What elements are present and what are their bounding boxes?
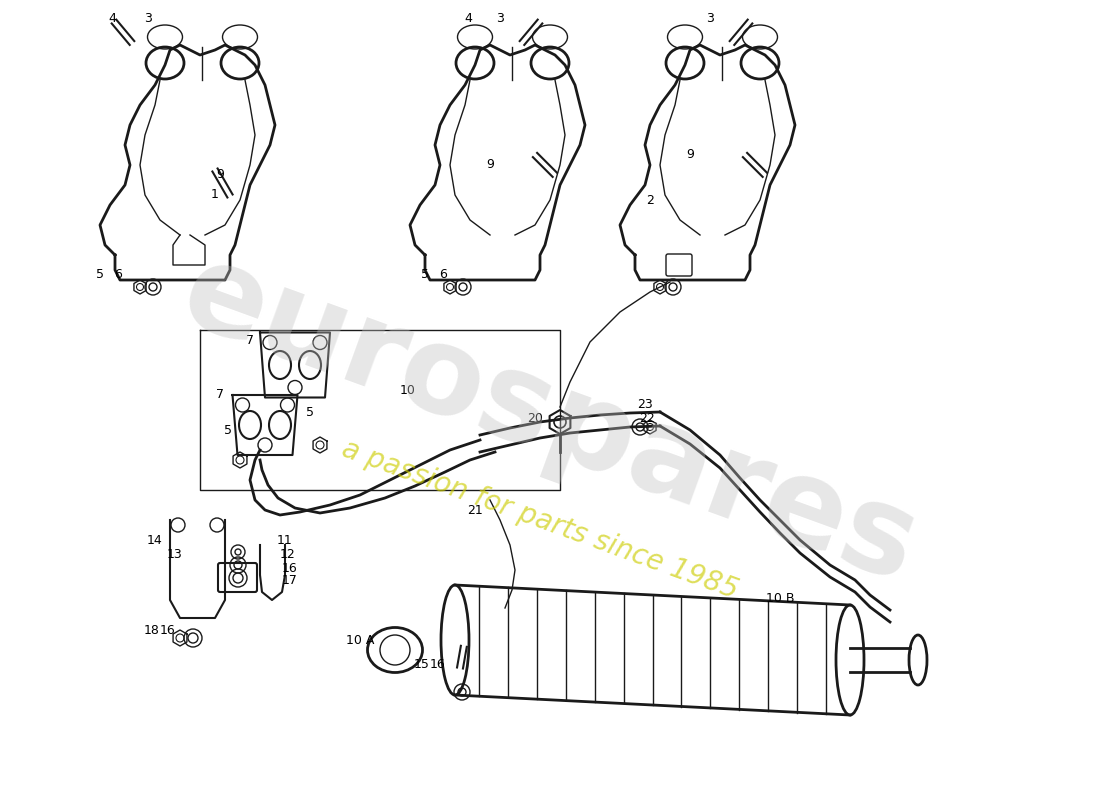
Text: eurospares: eurospares [167,233,933,607]
Text: 20: 20 [527,411,543,425]
Text: 18: 18 [144,623,159,637]
Text: 23: 23 [637,398,653,411]
Text: 16: 16 [430,658,446,671]
Text: 9: 9 [486,158,494,171]
Text: 16: 16 [161,623,176,637]
Text: 5: 5 [421,269,429,282]
Text: 21: 21 [468,503,483,517]
Text: 2: 2 [646,194,653,206]
Text: 6: 6 [439,269,447,282]
Text: 4: 4 [464,11,472,25]
Text: 22: 22 [639,411,654,425]
Text: 6: 6 [114,269,122,282]
Text: 17: 17 [282,574,298,586]
Text: 9: 9 [216,169,224,182]
Text: a passion for parts since 1985: a passion for parts since 1985 [338,435,741,605]
Text: 9: 9 [686,149,694,162]
Text: 10 A: 10 A [345,634,374,646]
Text: 5: 5 [96,269,104,282]
Text: 3: 3 [706,11,714,25]
Text: 12: 12 [280,549,296,562]
Text: 1: 1 [211,189,219,202]
Text: 5: 5 [306,406,313,418]
Text: 16: 16 [282,562,298,574]
Text: 10: 10 [400,383,416,397]
Text: 3: 3 [144,11,152,25]
Text: 3: 3 [496,11,504,25]
Text: 14: 14 [147,534,163,546]
Text: 15: 15 [414,658,430,671]
Text: 7: 7 [216,389,224,402]
Text: 10 B: 10 B [766,591,794,605]
Text: 4: 4 [108,11,115,25]
Text: 11: 11 [277,534,293,546]
Text: 5: 5 [224,423,232,437]
Text: 7: 7 [246,334,254,346]
Text: 13: 13 [167,549,183,562]
